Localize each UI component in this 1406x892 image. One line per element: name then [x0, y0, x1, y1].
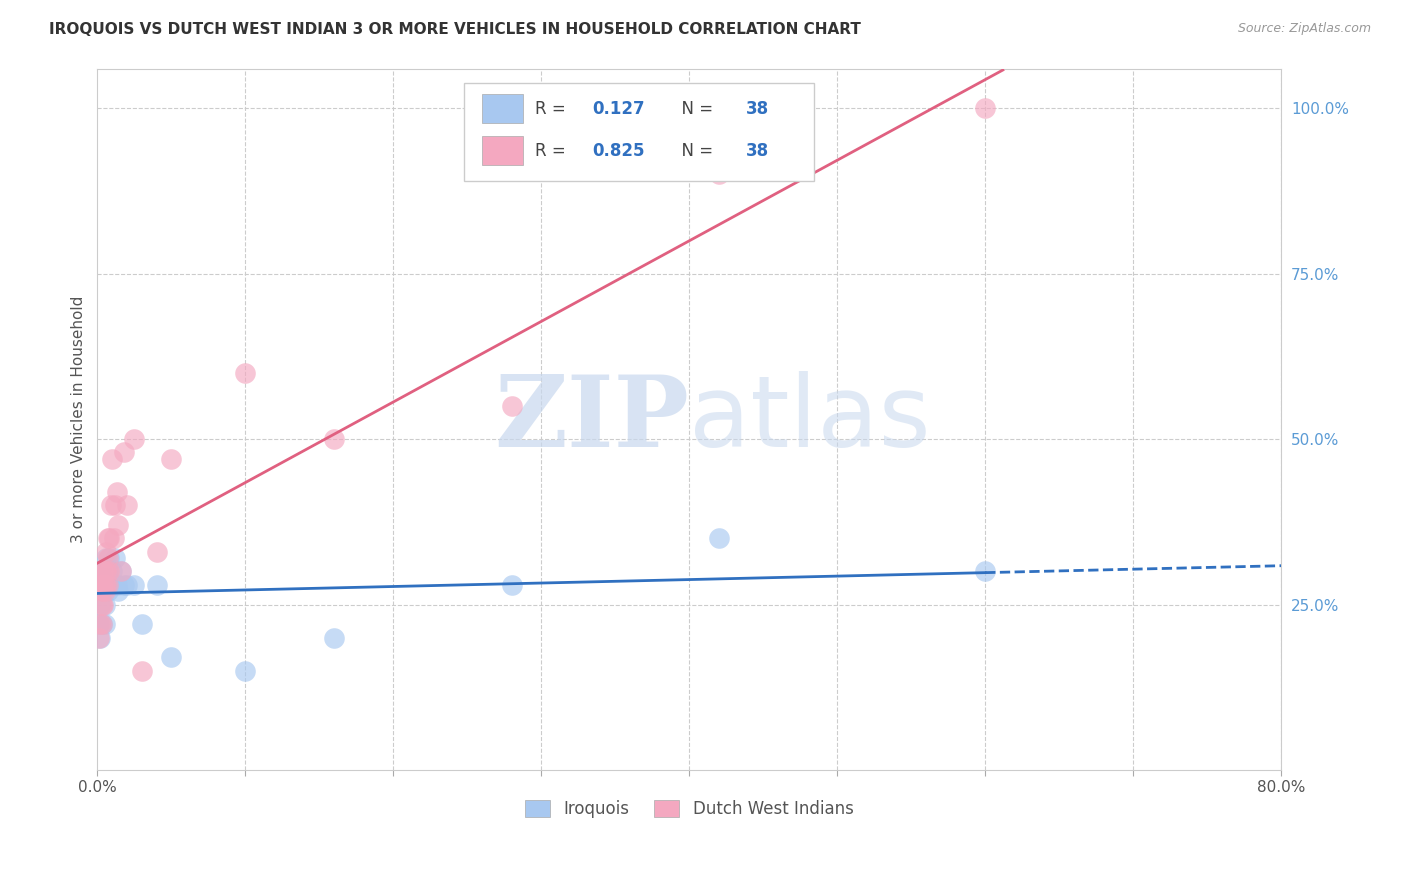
- Point: [90, 617, 112, 632]
- Point: [97, 532, 120, 546]
- Point: [110, 565, 132, 579]
- Point: [89, 617, 111, 632]
- Point: [98, 551, 121, 566]
- Point: [94, 577, 117, 591]
- Point: [707, 168, 730, 182]
- Text: N =: N =: [672, 100, 718, 118]
- Text: ZIP: ZIP: [495, 371, 689, 467]
- Point: [96, 565, 118, 579]
- Text: Source: ZipAtlas.com: Source: ZipAtlas.com: [1237, 22, 1371, 36]
- Point: [233, 664, 256, 678]
- Text: R =: R =: [536, 142, 571, 160]
- Point: [91, 577, 114, 591]
- Point: [87, 631, 110, 645]
- Point: [91, 598, 114, 612]
- Point: [97, 577, 120, 591]
- Point: [707, 532, 730, 546]
- Point: [94, 565, 117, 579]
- Point: [107, 518, 129, 533]
- Point: [96, 577, 118, 591]
- Text: atlas: atlas: [689, 371, 931, 467]
- Text: N =: N =: [672, 142, 718, 160]
- Point: [96, 544, 118, 558]
- Point: [89, 598, 111, 612]
- Point: [101, 565, 124, 579]
- Point: [104, 498, 127, 512]
- FancyBboxPatch shape: [464, 83, 814, 181]
- Point: [96, 565, 118, 579]
- Point: [233, 366, 256, 380]
- Point: [323, 432, 346, 446]
- Point: [97, 565, 120, 579]
- Y-axis label: 3 or more Vehicles in Household: 3 or more Vehicles in Household: [72, 295, 86, 543]
- Point: [115, 577, 138, 591]
- Point: [104, 551, 127, 566]
- Point: [131, 617, 153, 632]
- Point: [87, 617, 110, 632]
- Point: [97, 577, 120, 591]
- Point: [90, 577, 112, 591]
- Point: [112, 445, 135, 459]
- Point: [145, 544, 167, 558]
- Point: [112, 577, 135, 591]
- Point: [501, 577, 523, 591]
- Point: [94, 598, 117, 612]
- Point: [974, 101, 997, 115]
- Point: [103, 577, 125, 591]
- Point: [91, 565, 114, 579]
- Point: [96, 577, 118, 591]
- Point: [91, 577, 114, 591]
- Point: [103, 532, 125, 546]
- Point: [124, 432, 146, 446]
- Point: [100, 498, 122, 512]
- Legend: Iroquois, Dutch West Indians: Iroquois, Dutch West Indians: [519, 793, 860, 825]
- Point: [131, 664, 153, 678]
- Point: [96, 551, 118, 566]
- Point: [105, 577, 128, 591]
- Point: [98, 577, 121, 591]
- Point: [105, 485, 128, 500]
- Point: [89, 631, 111, 645]
- Point: [501, 399, 523, 413]
- Point: [100, 577, 122, 591]
- Point: [160, 650, 183, 665]
- Text: 0.127: 0.127: [592, 100, 645, 118]
- Point: [97, 551, 120, 566]
- Point: [91, 565, 114, 579]
- Point: [124, 577, 146, 591]
- Point: [110, 565, 132, 579]
- Point: [94, 584, 117, 599]
- Point: [94, 577, 117, 591]
- Point: [90, 584, 112, 599]
- Text: 38: 38: [747, 100, 769, 118]
- Point: [98, 532, 121, 546]
- Point: [115, 498, 138, 512]
- Point: [90, 617, 112, 632]
- Text: 38: 38: [747, 142, 769, 160]
- Text: R =: R =: [536, 100, 571, 118]
- Bar: [482, 136, 523, 165]
- Point: [94, 617, 117, 632]
- Point: [107, 584, 129, 599]
- Text: IROQUOIS VS DUTCH WEST INDIAN 3 OR MORE VEHICLES IN HOUSEHOLD CORRELATION CHART: IROQUOIS VS DUTCH WEST INDIAN 3 OR MORE …: [49, 22, 860, 37]
- Point: [323, 631, 346, 645]
- Point: [89, 577, 111, 591]
- Point: [97, 584, 120, 599]
- Point: [90, 598, 112, 612]
- Point: [145, 577, 167, 591]
- Point: [160, 452, 183, 467]
- Point: [90, 565, 112, 579]
- Point: [98, 565, 121, 579]
- Point: [101, 452, 124, 467]
- Bar: [482, 94, 523, 123]
- Text: 0.825: 0.825: [592, 142, 645, 160]
- Point: [974, 565, 997, 579]
- Point: [91, 584, 114, 599]
